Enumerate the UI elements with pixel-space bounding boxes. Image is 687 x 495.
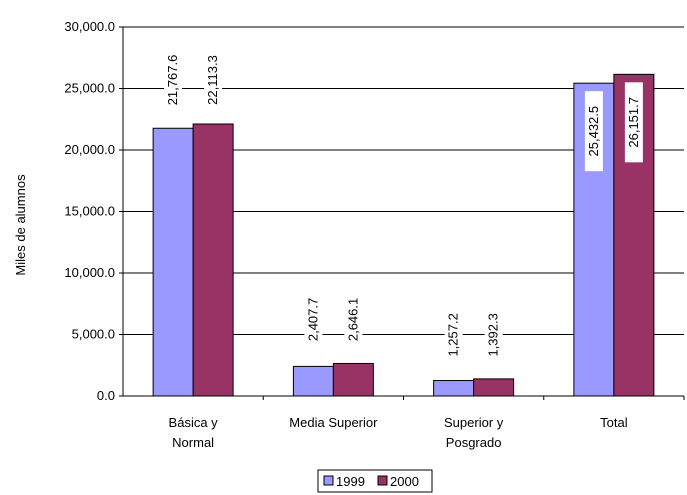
legend-label-1999: 1999 — [336, 474, 365, 489]
data-label-bg — [164, 40, 183, 121]
category-labels: Básica y Normal Media Superior Superior y Po… — [169, 396, 685, 450]
bar-1999-0 — [152, 127, 194, 397]
data-label-bg — [484, 294, 503, 375]
y-tick-label: 20,000.0 — [64, 142, 115, 157]
data-label: 21,767.6 — [165, 55, 180, 106]
data-label: 2,646.1 — [345, 298, 360, 341]
legend-swatch-2000 — [377, 475, 388, 486]
data-label: 26,151.7 — [626, 97, 641, 148]
y-tick-label: 0.0 — [97, 388, 115, 403]
data-label-bg — [444, 294, 463, 375]
data-label: 22,113.3 — [205, 55, 220, 105]
data-label-bg — [204, 40, 223, 121]
category-label: Media Superior — [289, 415, 378, 430]
legend-swatch-1999 — [323, 475, 334, 486]
y-tick-label: 5,000.0 — [72, 327, 115, 342]
bar-2000-0 — [192, 123, 234, 397]
y-tick-label: 25,000.0 — [64, 81, 115, 96]
legend-box — [317, 469, 433, 493]
category-label: Posgrado — [446, 435, 502, 450]
y-axis-label: Miles de alumnos — [13, 174, 28, 276]
legend: 1999 2000 — [317, 469, 433, 493]
bar-1999-2 — [433, 380, 475, 397]
data-label: 25,432.5 — [586, 106, 601, 157]
category-label: Superior y — [444, 415, 504, 430]
bar-2000-1 — [332, 362, 374, 397]
y-tick-label: 10,000.0 — [64, 265, 115, 280]
data-label-bg — [344, 279, 363, 360]
data-label: 1,257.2 — [446, 313, 461, 356]
data-label-bg — [624, 82, 643, 163]
data-label-bg — [304, 279, 323, 360]
category-label: Total — [600, 415, 628, 430]
bar-2000-2 — [473, 378, 515, 397]
y-tick-label: 30,000.0 — [64, 19, 115, 34]
category-label: Normal — [172, 435, 214, 450]
y-axis-ticks: 0.0 5,000.0 10,000.0 15,000.0 20,000.0 25,000… — [64, 19, 123, 403]
bars — [152, 73, 655, 397]
category-label: Básica y — [169, 415, 219, 430]
data-label: 1,392.3 — [486, 313, 501, 356]
data-labels: 21,767.6 22,113.3 2,407.7 2,646.1 1,257.2 1,3… — [164, 40, 643, 375]
bar-1999-1 — [292, 365, 334, 397]
y-tick-label: 15,000.0 — [64, 204, 115, 219]
data-label-bg — [584, 91, 603, 172]
legend-label-2000: 2000 — [390, 474, 419, 489]
data-label: 2,407.7 — [305, 298, 320, 341]
